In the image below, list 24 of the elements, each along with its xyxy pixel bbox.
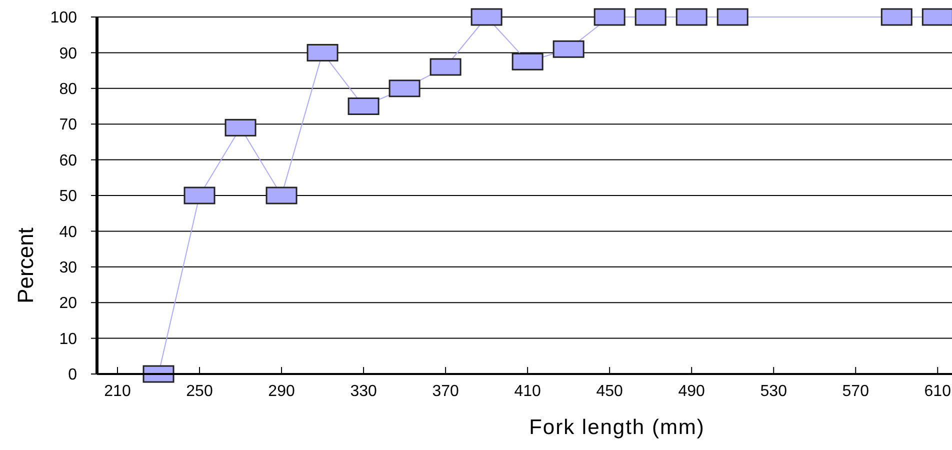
- y-tick-label: 90: [59, 45, 78, 62]
- x-tick-label: 250: [186, 383, 213, 400]
- x-tick-label: 410: [514, 383, 542, 400]
- x-tick-label: 330: [350, 383, 377, 400]
- y-tick-label: 60: [59, 152, 78, 170]
- x-axis-title: Fork length (mm): [529, 416, 705, 439]
- x-tick-label: 450: [596, 383, 624, 400]
- x-tick-label: 370: [432, 383, 460, 400]
- y-tick-label: 50: [59, 188, 78, 206]
- y-tick-label: 40: [59, 224, 78, 241]
- y-tick-label: 80: [59, 81, 78, 98]
- x-tick-label: 290: [268, 383, 295, 400]
- y-tick-label: 20: [59, 295, 78, 312]
- x-tick-label: 530: [760, 383, 788, 400]
- y-tick-label: 30: [59, 260, 78, 276]
- x-tick-label: 610: [924, 383, 952, 400]
- x-tick-label: 210: [104, 383, 131, 400]
- y-tick-label: 0: [68, 366, 78, 384]
- y-tick-label: 70: [59, 116, 78, 134]
- x-tick-label: 570: [842, 383, 870, 400]
- x-tick-label: 490: [678, 383, 706, 400]
- y-axis-title: Percent: [13, 228, 38, 304]
- y-tick-label: 10: [59, 330, 78, 348]
- y-tick-label: 100: [50, 10, 78, 27]
